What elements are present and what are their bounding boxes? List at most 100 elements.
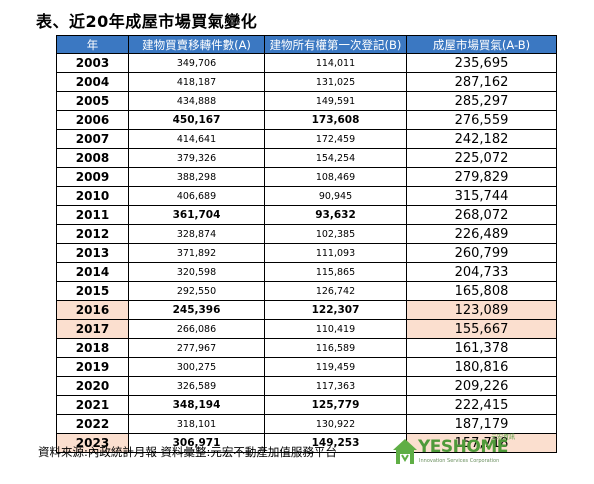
first-registration-cell: 108,469 [264,167,407,187]
first-registration-cell: 114,011 [264,53,407,73]
market-demand-cell: 276,559 [406,110,557,130]
year-cell: 2021 [56,395,129,415]
transfers-cell: 318,101 [128,414,265,434]
market-demand-cell: 260,799 [406,243,557,263]
transfers-cell: 450,167 [128,110,265,130]
first-registration-cell: 173,608 [264,110,407,130]
transfers-cell: 300,275 [128,357,265,377]
year-cell: 2018 [56,338,129,358]
table-row: 2003 349,706 114,011 235,695 [56,53,557,73]
market-demand-cell: 226,489 [406,224,557,244]
year-cell: 2014 [56,262,129,282]
year-cell: 2008 [56,148,129,168]
transfers-cell: 292,550 [128,281,265,301]
table-row: 2011 361,704 93,632 268,072 [56,205,557,225]
market-demand-cell: 187,179 [406,414,557,434]
transfers-cell: 418,187 [128,72,265,92]
market-demand-cell: 161,378 [406,338,557,358]
table-row: 2016 245,396 122,307 123,089 [56,300,557,320]
year-cell: 2015 [56,281,129,301]
market-demand-cell: 225,072 [406,148,557,168]
market-demand-cell: 155,667 [406,319,557,339]
first-registration-cell: 125,779 [264,395,407,415]
market-demand-cell: 287,162 [406,72,557,92]
year-cell: 2019 [56,357,129,377]
table-row: 2019 300,275 119,459 180,816 [56,357,557,377]
year-cell: 2016 [56,300,129,320]
table-row: 2023 306,971 149,253 157,718 [56,433,557,453]
market-demand-cell: 209,226 [406,376,557,396]
table-row: 2014 320,598 115,865 204,733 [56,262,557,282]
year-cell: 2017 [56,319,129,339]
first-registration-cell: 93,632 [264,205,407,225]
yeshome-logo: YESHOME 元宏資訊 Innovation Services Corpora… [391,434,521,468]
market-demand-cell: 242,182 [406,129,557,149]
table-row: 2006 450,167 173,608 276,559 [56,110,557,130]
transfers-cell: 266,086 [128,319,265,339]
year-cell: 2010 [56,186,129,206]
transfers-cell: 326,589 [128,376,265,396]
year-cell: 2023 [56,433,129,453]
table-row: 2021 348,194 125,779 222,415 [56,395,557,415]
header-year: 年 [56,35,129,54]
market-demand-cell: 204,733 [406,262,557,282]
year-cell: 2007 [56,129,129,149]
transfers-cell: 306,971 [128,433,265,453]
table-row: 2004 418,187 131,025 287,162 [56,72,557,92]
header-transfers: 建物買賣移轉件數(A) [128,35,265,54]
transfers-cell: 388,298 [128,167,265,187]
transfers-cell: 379,326 [128,148,265,168]
transfers-cell: 320,598 [128,262,265,282]
table-row: 2020 326,589 117,363 209,226 [56,376,557,396]
year-cell: 2022 [56,414,129,434]
transfers-cell: 371,892 [128,243,265,263]
transfers-cell: 406,689 [128,186,265,206]
transfers-cell: 414,641 [128,129,265,149]
market-demand-cell: 165,808 [406,281,557,301]
transfers-cell: 349,706 [128,53,265,73]
logo-tag: 元宏資訊 [491,434,516,441]
table-row: 2015 292,550 126,742 165,808 [56,281,557,301]
market-table: 年 建物買賣移轉件數(A) 建物所有權第一次登記(B) 成屋市場買氣(A-B) … [56,35,557,453]
first-registration-cell: 117,363 [264,376,407,396]
header-market-demand: 成屋市場買氣(A-B) [406,35,557,54]
transfers-cell: 277,967 [128,338,265,358]
first-registration-cell: 172,459 [264,129,407,149]
market-demand-cell: 268,072 [406,205,557,225]
logo-subtitle: Innovation Services Corporation [419,458,500,464]
first-registration-cell: 110,419 [264,319,407,339]
market-demand-cell: 279,829 [406,167,557,187]
first-registration-cell: 119,459 [264,357,407,377]
table-row: 2012 328,874 102,385 226,489 [56,224,557,244]
table-row: 2013 371,892 111,093 260,799 [56,243,557,263]
transfers-cell: 245,396 [128,300,265,320]
market-demand-cell: 222,415 [406,395,557,415]
market-demand-cell: 123,089 [406,300,557,320]
logo-text: YESHOME [418,437,508,457]
table-row: 2018 277,967 116,589 161,378 [56,338,557,358]
market-demand-cell: 315,744 [406,186,557,206]
year-cell: 2009 [56,167,129,187]
first-registration-cell: 126,742 [264,281,407,301]
first-registration-cell: 116,589 [264,338,407,358]
table-body: 2003 349,706 114,011 235,695 2004 418,187 131,… [56,53,557,453]
year-cell: 2020 [56,376,129,396]
transfers-cell: 328,874 [128,224,265,244]
table-row: 2009 388,298 108,469 279,829 [56,167,557,187]
page-title: 表、近20年成屋市場買氣變化 [36,12,258,31]
house-icon [393,439,417,464]
market-demand-cell: 180,816 [406,357,557,377]
first-registration-cell: 154,254 [264,148,407,168]
market-demand-cell: 235,695 [406,53,557,73]
first-registration-cell: 149,253 [264,433,407,453]
table-row: 2017 266,086 110,419 155,667 [56,319,557,339]
first-registration-cell: 122,307 [264,300,407,320]
transfers-cell: 361,704 [128,205,265,225]
market-demand-cell: 285,297 [406,91,557,111]
first-registration-cell: 130,922 [264,414,407,434]
year-cell: 2013 [56,243,129,263]
year-cell: 2004 [56,72,129,92]
year-cell: 2006 [56,110,129,130]
year-cell: 2005 [56,91,129,111]
transfers-cell: 434,888 [128,91,265,111]
